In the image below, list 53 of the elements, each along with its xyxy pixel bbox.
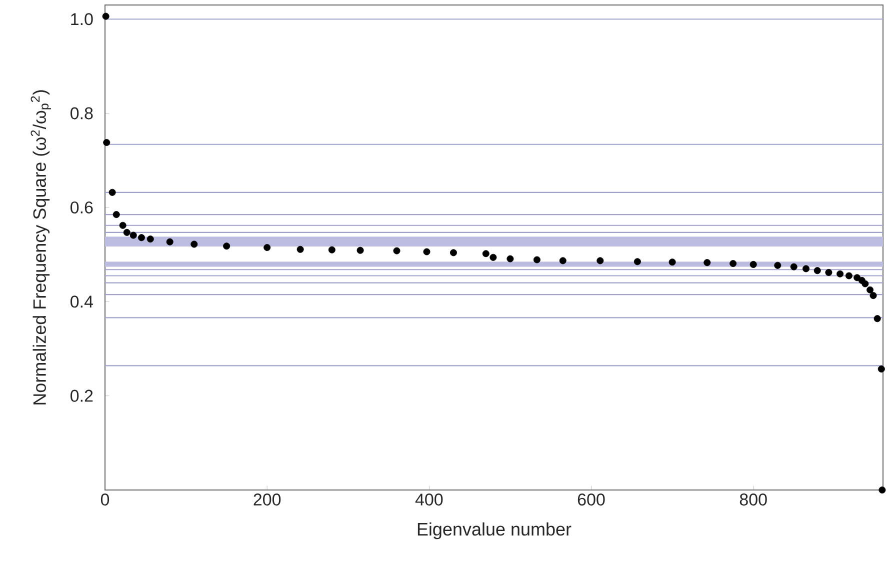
point xyxy=(854,274,861,282)
point xyxy=(166,238,174,246)
point xyxy=(393,247,400,254)
point xyxy=(750,260,757,268)
x-tick-label: 200 xyxy=(254,494,281,506)
point xyxy=(870,292,877,300)
x-tick-label: 800 xyxy=(740,494,767,506)
x-tick-label: 0 xyxy=(100,494,110,506)
point xyxy=(704,259,711,266)
point xyxy=(559,257,566,264)
point xyxy=(102,12,110,20)
point xyxy=(490,254,497,261)
y-tick-label: 0.6 xyxy=(70,201,93,214)
y-axis-title: Normalized Frequency Square (ω$^{2}$/ω$_{p}$$^{2}$) xyxy=(30,90,52,404)
point xyxy=(730,260,737,268)
point xyxy=(802,265,810,272)
point xyxy=(264,244,271,251)
y-tick-label: 0.2 xyxy=(70,390,93,402)
point xyxy=(634,258,641,266)
point xyxy=(138,234,145,242)
point xyxy=(146,236,154,243)
x-axis-title: Eigenvalue number xyxy=(418,522,572,540)
point xyxy=(423,248,430,256)
y-tick-label: 1.0 xyxy=(71,13,93,26)
point xyxy=(774,262,782,269)
point xyxy=(506,255,514,262)
y-tick-label: 0.8 xyxy=(70,107,93,120)
point xyxy=(482,250,490,258)
point xyxy=(190,240,198,248)
x-tick-label: 400 xyxy=(415,494,443,506)
point xyxy=(845,272,852,280)
point xyxy=(862,280,869,288)
point xyxy=(814,267,821,274)
point xyxy=(836,270,844,278)
point xyxy=(668,258,676,266)
point xyxy=(296,246,304,253)
point xyxy=(790,263,798,270)
point xyxy=(130,232,137,239)
point xyxy=(596,257,604,264)
point xyxy=(866,286,874,294)
point xyxy=(123,228,130,236)
point xyxy=(108,188,116,196)
point xyxy=(119,222,126,229)
point xyxy=(223,242,230,250)
point xyxy=(356,246,364,254)
point xyxy=(328,246,336,254)
point xyxy=(103,138,110,146)
x-tick-label: 600 xyxy=(578,494,605,506)
y-tick-label: 0.4 xyxy=(70,296,93,308)
point xyxy=(825,268,832,276)
point xyxy=(533,256,540,264)
point xyxy=(450,249,457,256)
point xyxy=(112,211,120,218)
